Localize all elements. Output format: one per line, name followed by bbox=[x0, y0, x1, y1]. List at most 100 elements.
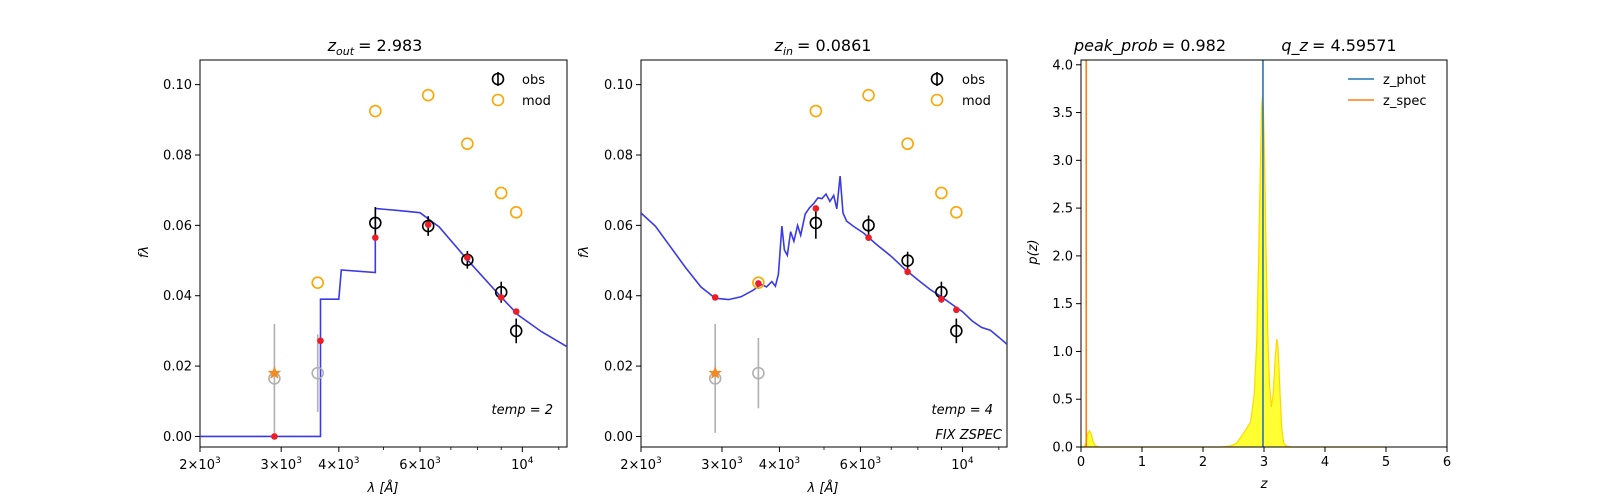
plot-area: 0.00 0.02 0.04 0.06 0.08 0.10 2×103 3×103 4×103 6… bbox=[163, 78, 567, 473]
mod-point bbox=[935, 186, 948, 200]
y-tick-label: 0.00 bbox=[604, 430, 633, 445]
panel-title-zout: zout = 2.983 bbox=[327, 36, 423, 58]
synthetic-flux-point bbox=[497, 294, 505, 301]
x-tick-label: 4×103 bbox=[759, 456, 800, 473]
x-tick-label: 2 bbox=[1199, 455, 1207, 470]
mod-point bbox=[950, 206, 963, 219]
mod-star-point bbox=[708, 365, 722, 379]
legend: obs mod bbox=[491, 72, 551, 109]
panel-zin: zin = 0.0861 0.00 0.02 0.04 0.06 0.08 0.10 2×10… bbox=[577, 36, 1008, 496]
mod-point bbox=[461, 137, 474, 151]
x-tick-label: 6 bbox=[1443, 455, 1451, 470]
y-tick-label: 2.0 bbox=[1052, 249, 1073, 264]
pdf-line bbox=[1081, 96, 1386, 448]
y-tick-label: 0.04 bbox=[604, 289, 633, 304]
obs-point bbox=[862, 219, 875, 232]
y-axis-label: p(z) bbox=[1026, 239, 1041, 265]
axes-frame bbox=[199, 59, 568, 448]
y-tick-label: 0.02 bbox=[163, 360, 192, 375]
x-axis-label: z bbox=[1260, 477, 1269, 492]
x-tick-label: 2×103 bbox=[620, 456, 661, 473]
y-tick-label: 0.06 bbox=[604, 219, 633, 234]
synthetic-flux-point bbox=[512, 308, 520, 315]
y-tick-label: 0.10 bbox=[604, 78, 633, 93]
legend-marker-obs bbox=[491, 72, 505, 86]
x-tick-label: 3×103 bbox=[260, 456, 301, 473]
legend-label-z-phot: z_phot bbox=[1383, 73, 1426, 88]
synthetic-flux-point bbox=[372, 234, 379, 241]
mod-point bbox=[901, 137, 914, 151]
synthetic-flux-point bbox=[865, 234, 872, 241]
x-tick-label: 0 bbox=[1077, 455, 1085, 470]
legend: obs mod bbox=[930, 72, 991, 109]
x-tick-label: 4 bbox=[1321, 455, 1329, 470]
mod-point bbox=[862, 88, 875, 102]
x-axis-label: λ [Å] bbox=[367, 480, 399, 496]
y-tick-label: 3.0 bbox=[1052, 154, 1073, 169]
y-tick-label: 2.5 bbox=[1052, 202, 1073, 217]
legend-label-mod: mod bbox=[522, 94, 551, 109]
synthetic-flux-point bbox=[271, 433, 278, 440]
mod-point bbox=[752, 276, 765, 290]
legend-label-z-spec: z_spec bbox=[1383, 94, 1427, 109]
y-axis-label: fλ bbox=[137, 246, 152, 258]
x-tick-label: 4×103 bbox=[318, 456, 359, 473]
obs-point bbox=[950, 324, 963, 338]
x-tick-label: 3 bbox=[1260, 455, 1268, 470]
y-tick-label: 0.5 bbox=[1052, 393, 1073, 408]
y-tick-label: 0.04 bbox=[163, 289, 192, 304]
y-tick-label: 1.5 bbox=[1052, 297, 1073, 312]
legend-marker-mod bbox=[930, 93, 944, 107]
sed-line bbox=[641, 176, 1007, 345]
y-tick-label: 0.10 bbox=[163, 78, 192, 93]
legend: z_phot z_spec bbox=[1348, 73, 1427, 109]
x-axis-label: λ [Å] bbox=[807, 480, 839, 496]
obs-nondetect-point bbox=[311, 366, 325, 380]
annotation-template: temp = 4 bbox=[932, 403, 993, 418]
obs-point bbox=[461, 253, 474, 267]
plot-area: 0.0 0.5 1.0 1.5 2.0 2.5 3.0 3.5 4.0 0 1 2 3 4 5 6 bbox=[1052, 58, 1451, 470]
obs-point bbox=[421, 219, 435, 233]
panel-title-zin: zin = 0.0861 bbox=[774, 36, 872, 58]
obs-point bbox=[509, 324, 523, 338]
y-tick-label: 0.0 bbox=[1052, 441, 1073, 456]
title-peak-prob: peak_prob = 0.982 bbox=[1073, 36, 1226, 56]
x-tick-label: 2×103 bbox=[179, 456, 220, 473]
x-tick-label: 6×103 bbox=[840, 456, 881, 473]
synthetic-flux-point bbox=[711, 294, 719, 301]
y-tick-label: 1.0 bbox=[1052, 345, 1073, 360]
title-q-z: q_z = 4.59571 bbox=[1281, 36, 1396, 56]
obs-nondetect-point bbox=[752, 366, 765, 380]
mod-point bbox=[369, 104, 382, 118]
synthetic-flux-point bbox=[938, 295, 945, 303]
x-tick-label: 5 bbox=[1382, 455, 1390, 470]
x-tick-label: 104 bbox=[951, 456, 974, 473]
panel-pz: peak_prob = 0.982 q_z = 4.59571 0.0 0.5 1.0 1… bbox=[1026, 36, 1451, 492]
pdf-area bbox=[1081, 96, 1386, 448]
mod-point bbox=[809, 104, 823, 118]
synthetic-flux-point bbox=[464, 254, 471, 262]
synthetic-flux-point bbox=[904, 268, 911, 276]
synthetic-flux-point bbox=[424, 221, 432, 228]
x-tick-label: 104 bbox=[511, 456, 534, 473]
synthetic-flux-point bbox=[317, 337, 324, 345]
y-tick-label: 0.08 bbox=[163, 148, 192, 163]
legend-label-obs: obs bbox=[962, 73, 985, 88]
annotation-fix-zspec: FIX ZSPEC bbox=[935, 428, 1003, 443]
axes-frame bbox=[640, 59, 1008, 448]
y-tick-label: 0.00 bbox=[163, 430, 192, 445]
obs-point bbox=[901, 254, 914, 267]
y-axis-label: fλ bbox=[577, 246, 592, 258]
mod-point bbox=[494, 186, 508, 200]
mod-point bbox=[421, 88, 435, 102]
y-tick-label: 0.06 bbox=[163, 219, 192, 234]
synthetic-flux-point bbox=[755, 280, 762, 287]
y-tick-label: 0.02 bbox=[604, 360, 633, 375]
y-tick-label: 0.08 bbox=[604, 148, 633, 163]
y-tick-label: 3.5 bbox=[1052, 106, 1073, 121]
panel-zout: zout = 2.983 0.00 0.02 0.04 0.06 0.08 0.10 2×10… bbox=[137, 36, 568, 496]
x-tick-label: 6×103 bbox=[399, 456, 440, 473]
obs-point bbox=[369, 216, 382, 230]
x-tick-label: 1 bbox=[1138, 455, 1146, 470]
